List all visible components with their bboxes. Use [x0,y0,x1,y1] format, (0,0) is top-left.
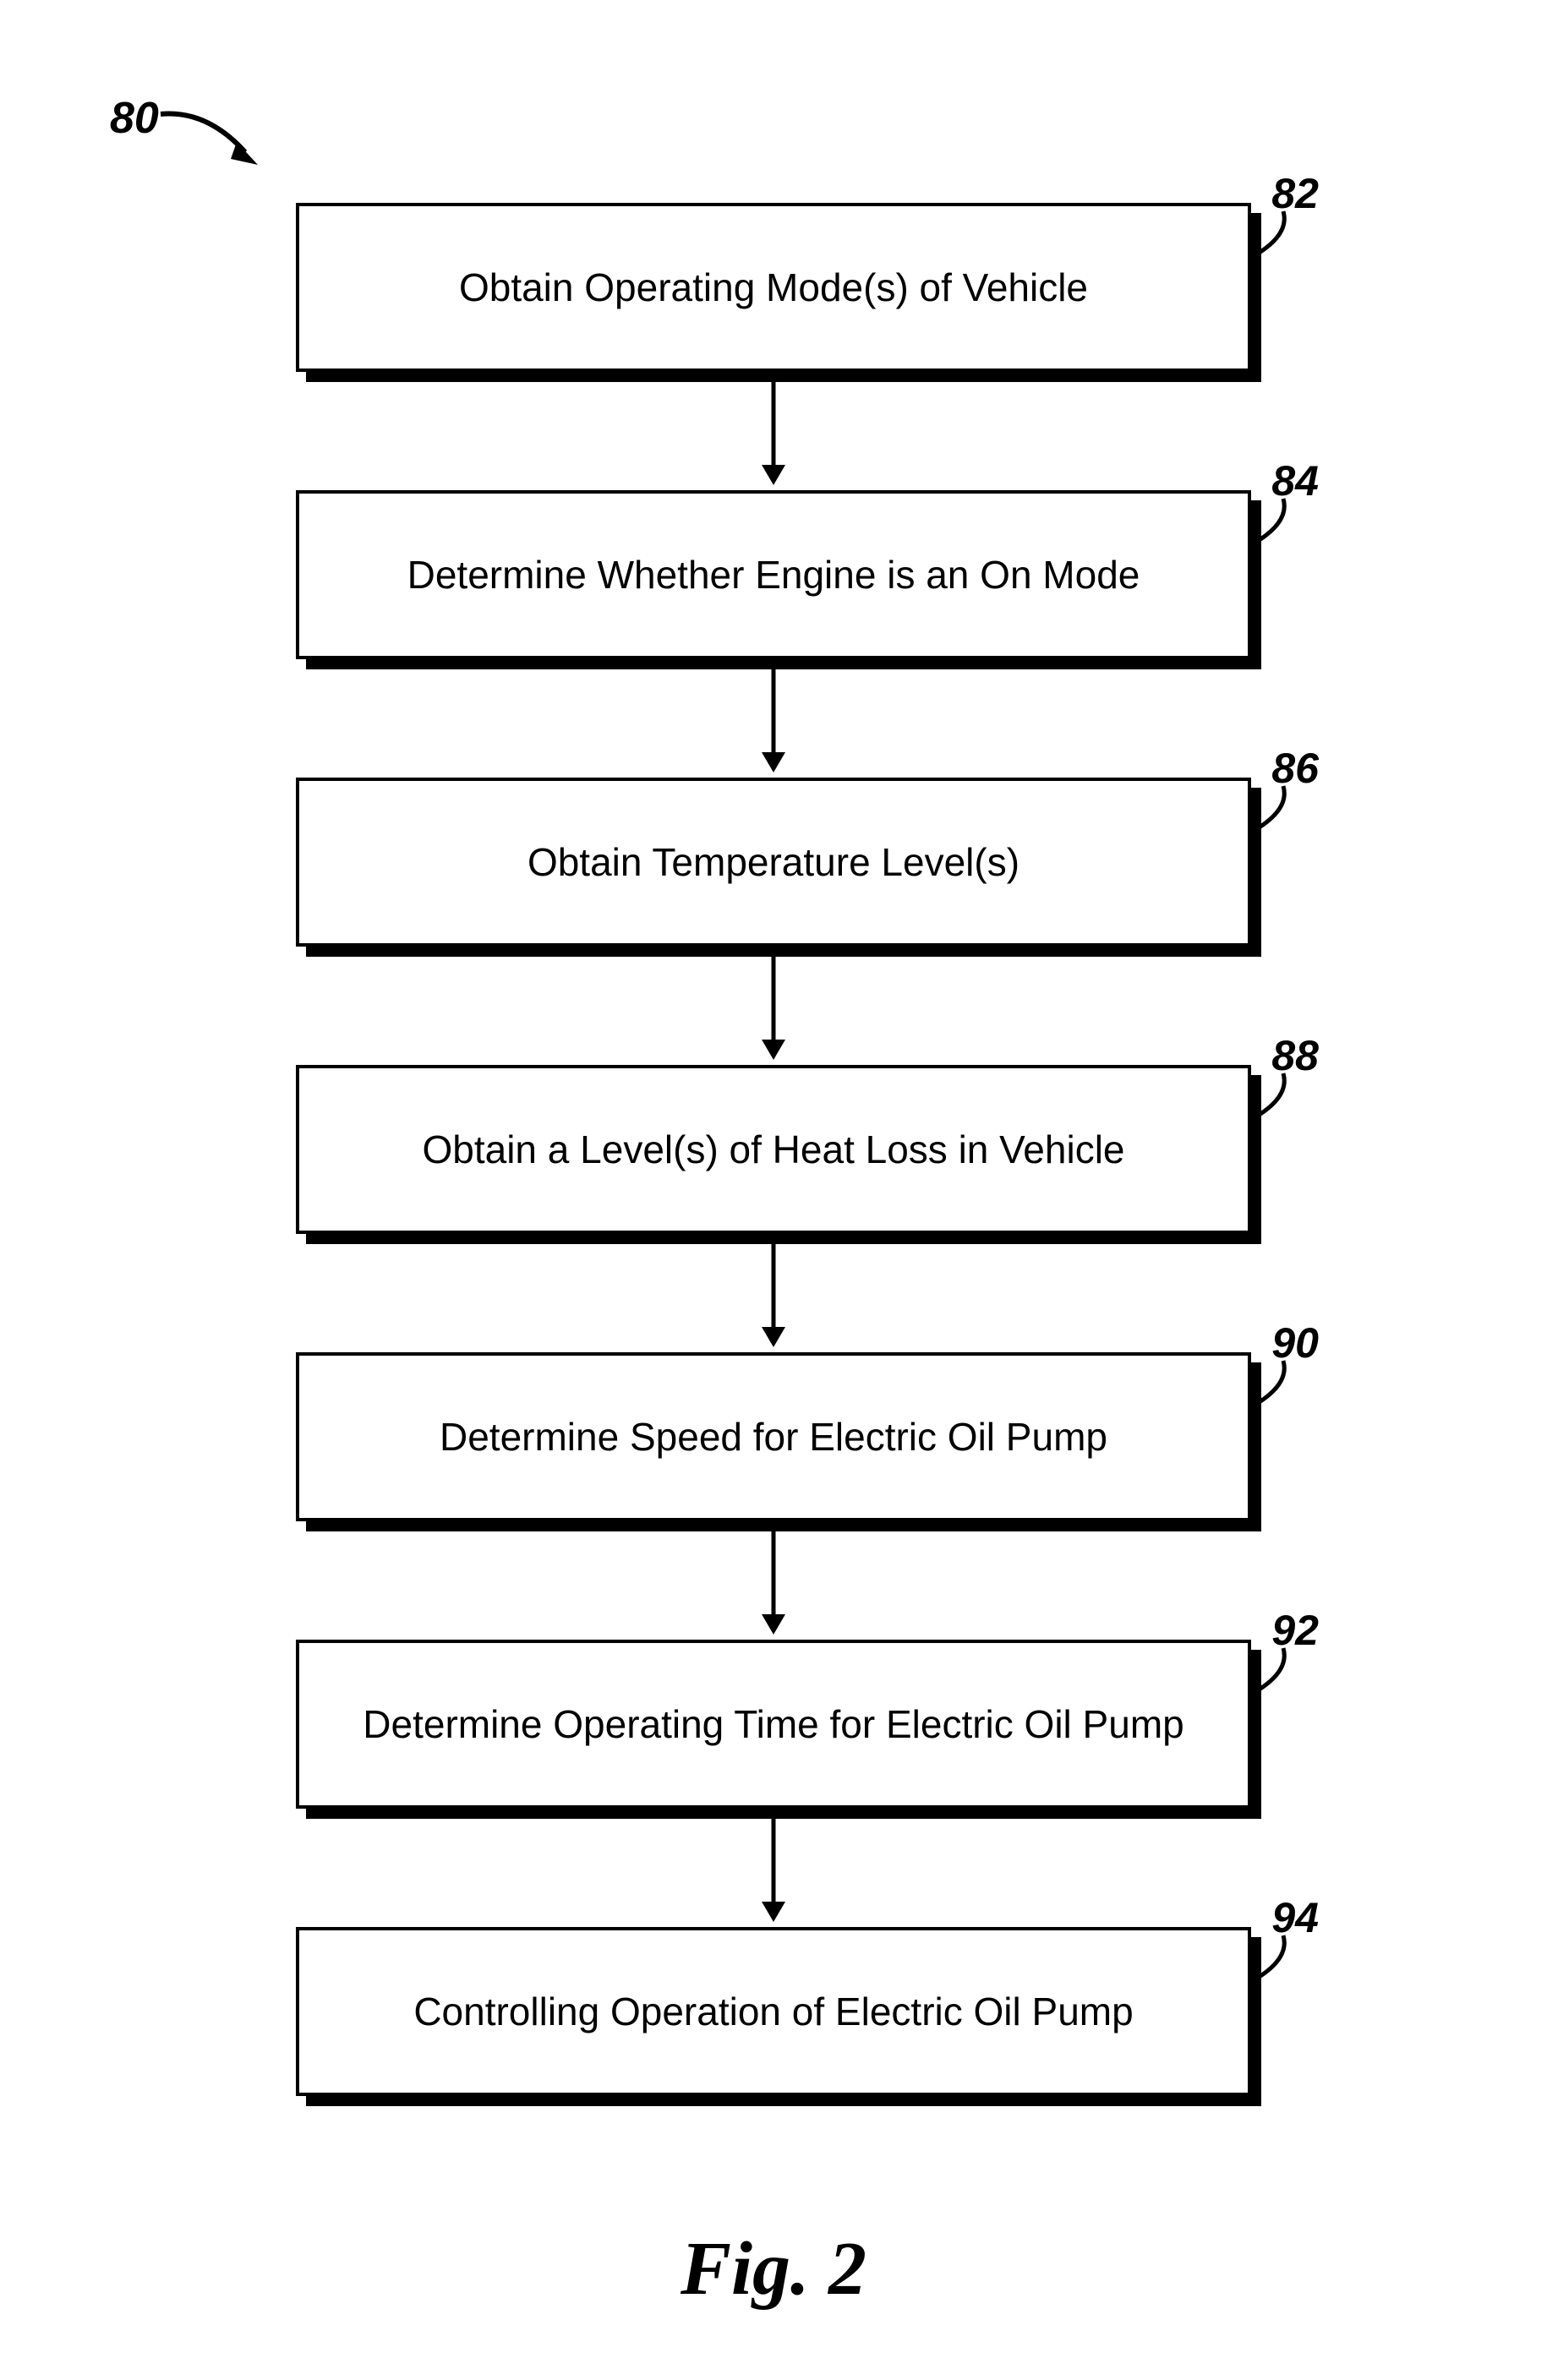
step-box: Obtain Temperature Level(s) [296,778,1251,947]
step-text: Obtain Operating Mode(s) of Vehicle [459,265,1088,310]
reference-arrow-80 [156,101,275,177]
step-82: Obtain Operating Mode(s) of Vehicle 82 [296,203,1251,372]
step-94: Controlling Operation of Electric Oil Pu… [296,1927,1251,2096]
step-90: Determine Speed for Electric Oil Pump 90 [296,1352,1251,1521]
step-box: Controlling Operation of Electric Oil Pu… [296,1927,1251,2096]
step-92: Determine Operating Time for Electric Oi… [296,1640,1251,1809]
step-text: Determine Operating Time for Electric Oi… [363,1701,1183,1747]
step-86: Obtain Temperature Level(s) 86 [296,778,1251,947]
callout-curve [1249,1934,1292,1984]
arrow-down [296,372,1251,490]
arrow-down [296,1521,1251,1640]
callout-curve [1249,1072,1292,1122]
flowchart-container: Obtain Operating Mode(s) of Vehicle 82 D… [296,203,1251,2096]
step-text: Obtain Temperature Level(s) [528,839,1019,885]
step-box: Obtain Operating Mode(s) of Vehicle [296,203,1251,372]
step-88: Obtain a Level(s) of Heat Loss in Vehicl… [296,1065,1251,1234]
arrow-down [296,659,1251,778]
figure-label: Fig. 2 [0,2225,1547,2312]
callout-curve [1249,1646,1292,1697]
reference-number-80: 80 [110,93,159,144]
callout-curve [1249,497,1292,548]
step-box: Determine Operating Time for Electric Oi… [296,1640,1251,1809]
step-text: Determine Whether Engine is an On Mode [407,552,1140,598]
step-box: Determine Whether Engine is an On Mode [296,490,1251,659]
callout-curve [1249,784,1292,835]
arrow-down [296,1234,1251,1352]
step-84: Determine Whether Engine is an On Mode 8… [296,490,1251,659]
callout-curve [1249,1359,1292,1410]
step-box: Obtain a Level(s) of Heat Loss in Vehicl… [296,1065,1251,1234]
step-text: Controlling Operation of Electric Oil Pu… [413,1989,1133,2034]
callout-curve [1249,210,1292,260]
step-text: Obtain a Level(s) of Heat Loss in Vehicl… [422,1127,1124,1172]
step-text: Determine Speed for Electric Oil Pump [440,1414,1107,1460]
step-box: Determine Speed for Electric Oil Pump [296,1352,1251,1521]
arrow-down [296,1809,1251,1927]
arrow-down [296,947,1251,1065]
